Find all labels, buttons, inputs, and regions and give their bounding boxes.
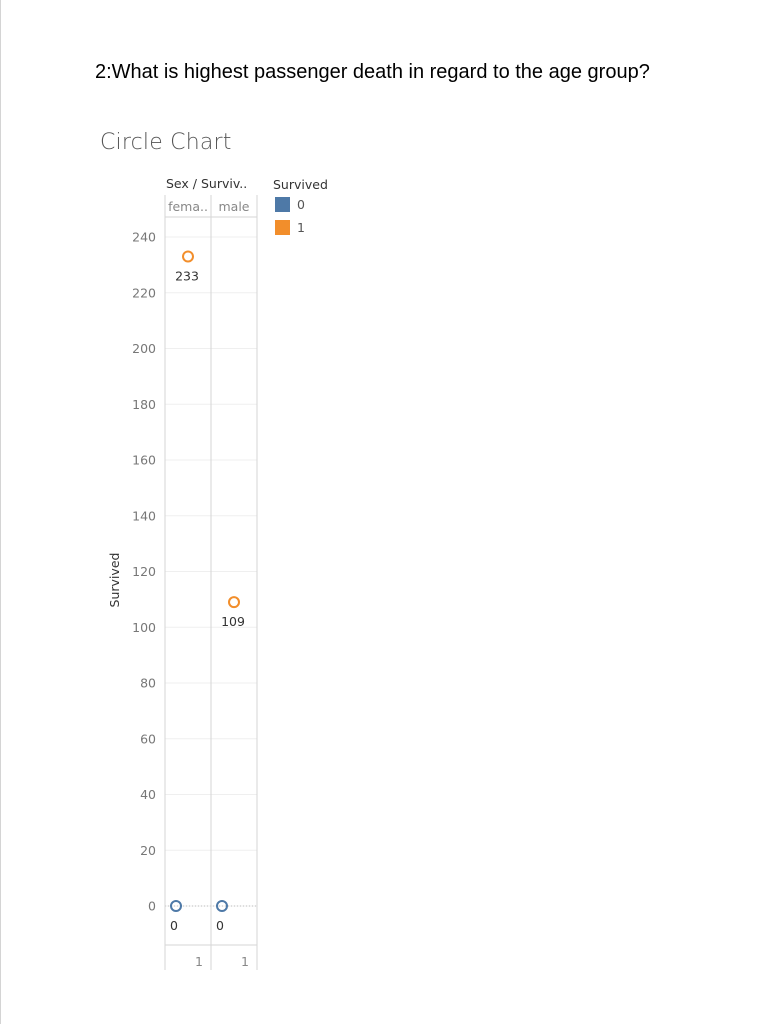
page-left-border bbox=[0, 0, 1, 1024]
data-label: 0 bbox=[216, 918, 224, 933]
y-tick-label: 160 bbox=[132, 453, 156, 468]
data-point[interactable] bbox=[216, 900, 228, 912]
y-tick-label: 100 bbox=[132, 620, 156, 635]
y-tick-label: 60 bbox=[140, 731, 156, 746]
data-label: 0 bbox=[170, 918, 178, 933]
y-tick-label: 40 bbox=[140, 787, 156, 802]
data-label: 109 bbox=[221, 614, 245, 629]
y-tick-label: 240 bbox=[132, 230, 156, 245]
legend-label: 1 bbox=[297, 220, 305, 235]
y-tick-label: 220 bbox=[132, 285, 156, 300]
y-tick-label: 120 bbox=[132, 564, 156, 579]
y-tick-label: 80 bbox=[140, 676, 156, 691]
x-tick-label: 1 bbox=[241, 954, 249, 969]
question-heading: 2:What is highest passenger death in reg… bbox=[95, 61, 650, 83]
column-header: fema.. bbox=[168, 199, 208, 214]
y-tick-label: 0 bbox=[148, 899, 156, 914]
data-point[interactable] bbox=[182, 250, 194, 263]
data-point[interactable] bbox=[228, 596, 240, 609]
data-label: 233 bbox=[175, 269, 199, 284]
y-tick-label: 140 bbox=[132, 508, 156, 523]
legend-title: Survived bbox=[273, 177, 328, 192]
y-axis-title: Survived bbox=[107, 553, 122, 608]
y-tick-label: 200 bbox=[132, 341, 156, 356]
legend-label: 0 bbox=[297, 197, 305, 212]
legend-swatch bbox=[275, 197, 290, 212]
data-point[interactable] bbox=[170, 900, 182, 912]
y-tick-label: 20 bbox=[140, 843, 156, 858]
chart-title: Circle Chart bbox=[100, 130, 232, 155]
column-header: male bbox=[219, 199, 250, 214]
x-tick-label: 1 bbox=[195, 954, 203, 969]
column-group-header: Sex / Surviv.. bbox=[166, 176, 247, 191]
legend-swatch bbox=[275, 220, 290, 235]
y-tick-label: 180 bbox=[132, 397, 156, 412]
